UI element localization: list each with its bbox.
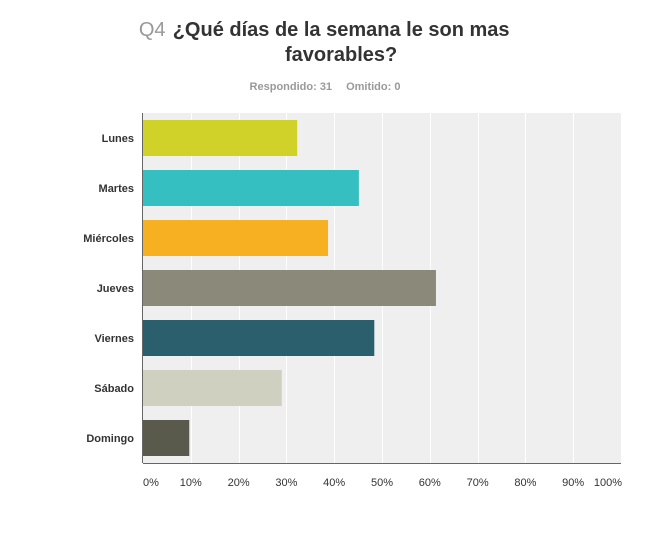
bar-domingo — [143, 420, 190, 456]
x-tick-label: 20% — [228, 477, 250, 489]
bar-jueves — [143, 270, 436, 306]
category-label: Sábado — [94, 383, 134, 395]
x-tick-label: 40% — [323, 477, 345, 489]
category-label: Jueves — [97, 283, 134, 295]
x-tick-label: 30% — [275, 477, 297, 489]
bar-miércoles — [143, 220, 329, 256]
x-tick-label: 10% — [180, 477, 202, 489]
category-label: Martes — [99, 183, 134, 195]
x-tick-label: 100% — [594, 477, 622, 489]
category-label: Miércoles — [83, 233, 134, 245]
bar-sábado — [143, 370, 282, 406]
x-tick-label: 70% — [467, 477, 489, 489]
bar-lunes — [143, 120, 298, 156]
response-stats: Respondido: 31 Omitido: 0 — [0, 81, 650, 93]
bar-martes — [143, 170, 359, 206]
category-label: Viernes — [94, 333, 134, 345]
category-label: Domingo — [86, 433, 134, 445]
category-label: Lunes — [102, 133, 134, 145]
x-tick-label: 80% — [514, 477, 536, 489]
question-title: Q4 ¿Qué días de la semana le son mas fav… — [0, 18, 650, 68]
question-number: Q4 — [138, 19, 166, 41]
x-tick-label: 60% — [419, 477, 441, 489]
bar-viernes — [143, 320, 375, 356]
skipped-count: Omitido: 0 — [346, 81, 401, 93]
x-tick-label: 50% — [371, 477, 393, 489]
answered-count: Respondido: 31 — [249, 81, 333, 93]
x-tick-label: 90% — [562, 477, 584, 489]
question-text: ¿Qué días de la semana le son mas favora… — [172, 19, 510, 66]
x-tick-label: 0% — [143, 477, 159, 489]
